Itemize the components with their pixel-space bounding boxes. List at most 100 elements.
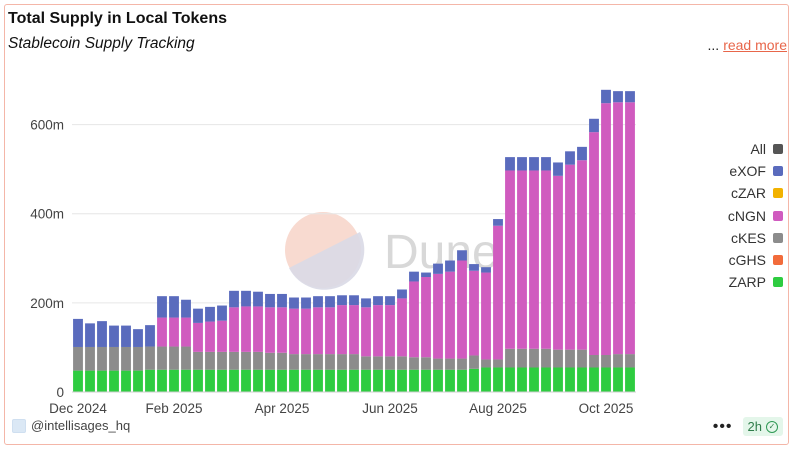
bar-segment-zarp[interactable] [265,369,275,392]
bar-segment-zarp[interactable] [373,369,383,392]
bar-segment-exof[interactable] [181,299,191,318]
bar-segment-zarp[interactable] [613,367,623,392]
bar-segment-exof[interactable] [409,271,419,282]
bar-segment-cngn[interactable] [565,164,575,350]
bar-segment-ckes[interactable] [289,354,299,370]
bar-segment-zarp[interactable] [313,369,323,392]
bar-segment-ckes[interactable] [589,355,599,368]
bar-segment-cngn[interactable] [589,132,599,356]
bar-segment-ckes[interactable] [265,352,275,370]
bar-segment-exof[interactable] [565,151,575,165]
bar-segment-cngn[interactable] [217,320,227,352]
bar-segment-zarp[interactable] [625,367,635,392]
bar-segment-ckes[interactable] [157,346,167,370]
bar-segment-cngn[interactable] [469,270,479,356]
bar-segment-exof[interactable] [457,250,467,261]
bar-segment-exof[interactable] [337,295,347,306]
bar-segment-ckes[interactable] [85,346,95,371]
bar-segment-zarp[interactable] [181,369,191,392]
bar-segment-zarp[interactable] [361,369,371,392]
bar-segment-cngn[interactable] [481,272,491,360]
bar-segment-exof[interactable] [253,291,263,307]
bar-segment-ckes[interactable] [601,355,611,368]
legend-item-cghs[interactable]: cGHS [673,249,783,271]
bar-segment-ckes[interactable] [421,357,431,370]
read-more-link[interactable]: read more [723,37,787,53]
bar-segment-cngn[interactable] [193,322,203,352]
bar-segment-exof[interactable] [121,325,131,347]
bar-segment-zarp[interactable] [421,369,431,392]
bar-segment-cngn[interactable] [301,308,311,355]
bar-segment-cngn[interactable] [169,317,179,347]
bar-segment-exof[interactable] [289,297,299,309]
bar-segment-ckes[interactable] [169,346,179,370]
bar-segment-ckes[interactable] [625,354,635,368]
bar-segment-zarp[interactable] [157,369,167,392]
refresh-badge[interactable]: 2h ✓ [742,417,783,436]
bar-segment-exof[interactable] [217,305,227,321]
bar-segment-zarp[interactable] [445,369,455,392]
bar-segment-exof[interactable] [145,325,155,347]
legend-item-czar[interactable]: cZAR [673,182,783,204]
bar-segment-ckes[interactable] [205,351,215,370]
bar-segment-exof[interactable] [589,118,599,133]
bar-segment-ckes[interactable] [385,356,395,370]
bar-segment-zarp[interactable] [397,369,407,392]
bar-segment-cngn[interactable] [277,307,287,353]
bar-segment-cngn[interactable] [421,277,431,358]
bar-segment-exof[interactable] [265,293,275,308]
bar-segment-cngn[interactable] [505,170,515,349]
bar-segment-cngn[interactable] [229,307,239,352]
legend-item-zarp[interactable]: ZARP [673,271,783,293]
bar-segment-zarp[interactable] [133,370,143,392]
bar-segment-cngn[interactable] [409,281,419,358]
bar-segment-exof[interactable] [577,146,587,161]
bar-segment-zarp[interactable] [529,367,539,392]
bar-segment-exof[interactable] [301,297,311,309]
bar-segment-ckes[interactable] [73,346,83,371]
bar-segment-zarp[interactable] [337,369,347,392]
bar-segment-cngn[interactable] [337,305,347,355]
bar-segment-zarp[interactable] [289,369,299,392]
bar-segment-zarp[interactable] [301,369,311,392]
bar-segment-ckes[interactable] [553,349,563,368]
bar-segment-cngn[interactable] [253,306,263,352]
bar-segment-ckes[interactable] [133,346,143,371]
bar-segment-ckes[interactable] [517,348,527,368]
bar-segment-cngn[interactable] [433,273,443,359]
legend-item-all[interactable]: All [673,138,783,160]
bar-segment-cngn[interactable] [517,170,527,349]
bar-segment-zarp[interactable] [241,369,251,392]
bar-segment-cngn[interactable] [577,160,587,350]
bar-segment-zarp[interactable] [217,369,227,392]
bar-segment-exof[interactable] [493,219,503,226]
bar-segment-exof[interactable] [325,296,335,308]
bar-segment-ckes[interactable] [349,354,359,370]
bar-segment-exof[interactable] [421,272,431,278]
legend-item-ckes[interactable]: cKES [673,227,783,249]
bar-segment-ckes[interactable] [397,356,407,370]
bar-segment-ckes[interactable] [613,354,623,368]
bar-segment-ckes[interactable] [217,351,227,370]
bar-segment-ckes[interactable] [145,346,155,370]
bar-segment-ckes[interactable] [193,351,203,370]
bar-segment-cngn[interactable] [265,307,275,353]
bar-segment-zarp[interactable] [85,370,95,392]
bar-segment-zarp[interactable] [169,369,179,392]
bar-segment-cngn[interactable] [373,305,383,357]
bar-segment-zarp[interactable] [409,369,419,392]
bar-segment-exof[interactable] [349,295,359,306]
bar-segment-cngn[interactable] [445,271,455,359]
bar-segment-cngn[interactable] [529,170,539,349]
bar-segment-zarp[interactable] [193,369,203,392]
bar-segment-ckes[interactable] [469,355,479,369]
bar-segment-zarp[interactable] [433,369,443,392]
bar-segment-zarp[interactable] [457,369,467,392]
bar-segment-exof[interactable] [133,329,143,347]
bar-segment-exof[interactable] [85,323,95,347]
bar-segment-cngn[interactable] [349,305,359,355]
bar-segment-ckes[interactable] [565,349,575,368]
bar-segment-zarp[interactable] [73,370,83,392]
bar-segment-ckes[interactable] [253,351,263,370]
bar-segment-exof[interactable] [385,296,395,306]
